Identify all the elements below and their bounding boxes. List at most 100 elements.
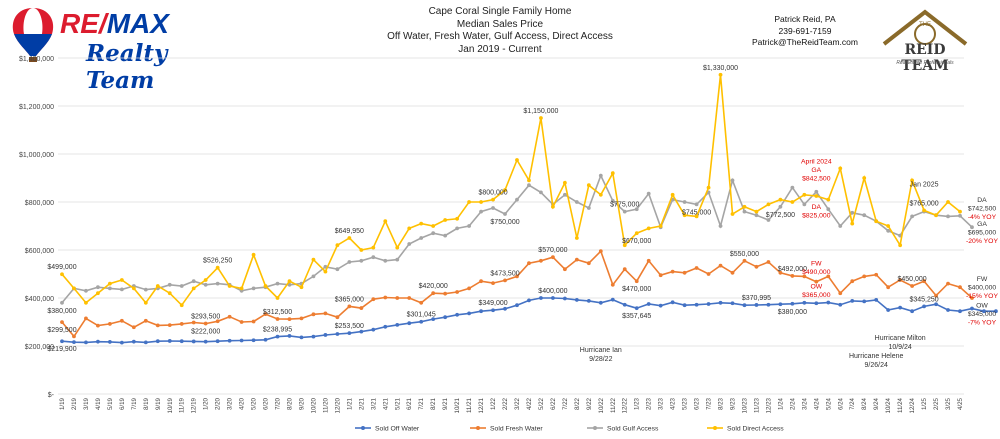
data-point-4 [119,278,124,282]
data-point-1 [586,298,591,303]
right-label: $695,000 [968,230,997,237]
data-point-1 [60,339,64,344]
x-tick-label: 12/24 [909,397,916,413]
reid-tagline: Real Estate Professionals [896,60,954,66]
data-point-1 [455,312,460,317]
data-point-2 [718,263,723,268]
data-point-3 [886,228,891,233]
x-tick-label: 6/19 [119,397,126,410]
x-tick-label: 9/19 [155,397,162,410]
x-tick-label: 6/23 [694,397,701,410]
legend-label: Sold Fresh Water [490,426,543,433]
data-point-2 [455,290,460,294]
data-point-4 [371,245,376,250]
data-point-4 [910,178,915,183]
legend-label: Sold Off Water [375,426,420,433]
x-tick-label: 1/25 [921,397,928,410]
right-label: FW [977,276,988,283]
x-tick-label: 9/23 [730,397,737,410]
y-tick-label: $200,000 [25,344,54,351]
value-annotation: $550,000 [730,251,759,258]
value-annotation: $570,000 [538,247,567,254]
red-note: FW [811,261,822,268]
data-point-3 [311,274,316,279]
reid-team-wordmark: REID TEAM [901,42,949,74]
y-tick-label: $1,000,000 [19,152,54,159]
data-point-3 [515,197,519,202]
data-point-4 [946,200,950,204]
data-point-4 [898,243,903,248]
x-tick-label: 8/20 [286,397,293,410]
data-point-1 [131,339,136,344]
data-point-4 [718,72,723,77]
data-point-3 [467,224,471,228]
data-point-1 [814,301,819,306]
data-point-2 [251,319,256,324]
data-point-3 [167,282,172,287]
data-point-2 [263,312,268,316]
data-point-3 [431,231,436,236]
data-point-2 [407,296,412,300]
data-point-4 [96,291,100,296]
x-tick-label: 9/22 [586,397,593,410]
data-point-3 [802,202,807,207]
x-tick-label: 3/25 [945,397,952,410]
data-point-4 [347,236,352,240]
data-point-4 [263,284,268,288]
data-point-4 [551,204,555,209]
series-line-4 [61,74,961,307]
data-point-4 [682,213,687,218]
right-label: DA [977,197,987,204]
value-annotation: $1,330,000 [703,65,738,72]
data-point-3 [455,226,460,231]
value-annotation: $772,500 [766,212,795,219]
title-line-3: Off Water, Fresh Water, Gulf Access, Dir… [387,31,613,42]
data-point-4 [934,213,938,218]
data-point-4 [622,243,627,248]
data-point-3 [778,204,783,209]
data-point-4 [562,180,567,185]
data-point-4 [107,281,112,286]
data-point-1 [922,304,926,309]
x-tick-label: 12/19 [191,397,198,413]
data-point-3 [107,286,112,291]
right-label: $742,500 [968,206,997,213]
contact-block: Patrick Reid, PA 239-691-7159 Patrick@Th… [750,14,860,49]
data-point-2 [658,273,663,278]
data-point-4 [730,212,735,216]
data-point-1 [467,311,471,316]
data-point-1 [107,340,112,344]
right-label: $345,000 [968,311,997,318]
data-point-3 [119,287,124,292]
data-point-4 [574,236,579,240]
data-point-2 [143,318,148,323]
data-point-4 [658,224,663,228]
x-tick-label: 7/19 [131,397,138,410]
data-point-3 [634,207,639,212]
data-point-4 [706,185,711,190]
data-point-4 [814,194,819,198]
data-point-3 [754,213,759,218]
event-label: Hurricane Ian [580,347,622,354]
data-point-1 [718,300,723,305]
data-point-3 [383,258,388,263]
data-point-1 [395,322,400,327]
data-point-2 [215,319,220,324]
data-point-2 [958,285,962,290]
data-point-1 [622,302,627,307]
data-point-4 [467,200,471,204]
data-point-2 [335,315,340,320]
data-point-2 [910,284,915,288]
x-tick-label: 2/22 [502,397,509,410]
value-annotation: $670,000 [622,238,651,245]
remax-logo: RE/MAX Realty Team [8,4,169,94]
data-point-2 [766,260,771,264]
x-tick-label: 3/24 [801,397,808,410]
x-tick-label: 4/23 [670,397,677,410]
data-point-3 [395,257,400,262]
x-tick-label: 3/23 [658,397,665,410]
data-point-2 [862,274,867,279]
data-point-2 [443,291,448,296]
data-point-1 [119,340,124,345]
data-point-4 [383,219,388,224]
